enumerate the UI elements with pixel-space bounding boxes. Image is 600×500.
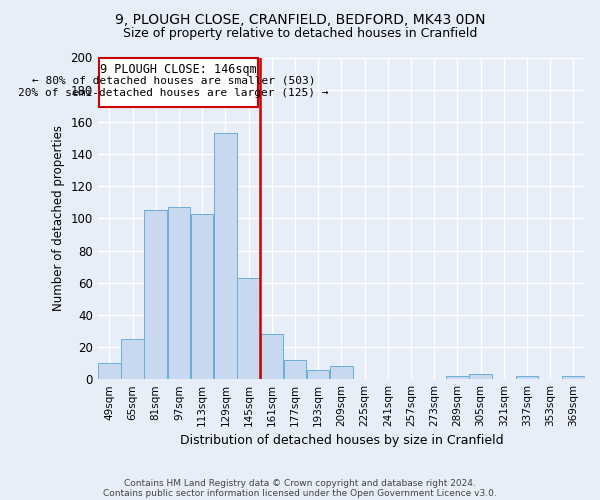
Bar [237,278,260,379]
Bar [307,370,329,379]
Text: 20% of semi-detached houses are larger (125) →: 20% of semi-detached houses are larger (… [19,88,329,98]
Bar [191,214,214,379]
Bar [121,339,144,379]
FancyBboxPatch shape [99,58,258,108]
Bar [260,334,283,379]
Bar [284,360,306,379]
Bar [145,210,167,379]
Bar [469,374,492,379]
Bar [446,376,469,379]
Y-axis label: Number of detached properties: Number of detached properties [52,126,65,312]
X-axis label: Distribution of detached houses by size in Cranfield: Distribution of detached houses by size … [179,434,503,448]
Bar [330,366,353,379]
Text: 9, PLOUGH CLOSE, CRANFIELD, BEDFORD, MK43 0DN: 9, PLOUGH CLOSE, CRANFIELD, BEDFORD, MK4… [115,12,485,26]
Bar [562,376,584,379]
Bar [516,376,538,379]
Bar [214,133,236,379]
Text: 9 PLOUGH CLOSE: 146sqm: 9 PLOUGH CLOSE: 146sqm [100,63,257,76]
Text: Size of property relative to detached houses in Cranfield: Size of property relative to detached ho… [123,28,477,40]
Bar [98,363,121,379]
Bar [167,207,190,379]
Text: ← 80% of detached houses are smaller (503): ← 80% of detached houses are smaller (50… [32,75,316,85]
Text: Contains HM Land Registry data © Crown copyright and database right 2024.: Contains HM Land Registry data © Crown c… [124,478,476,488]
Text: Contains public sector information licensed under the Open Government Licence v3: Contains public sector information licen… [103,488,497,498]
